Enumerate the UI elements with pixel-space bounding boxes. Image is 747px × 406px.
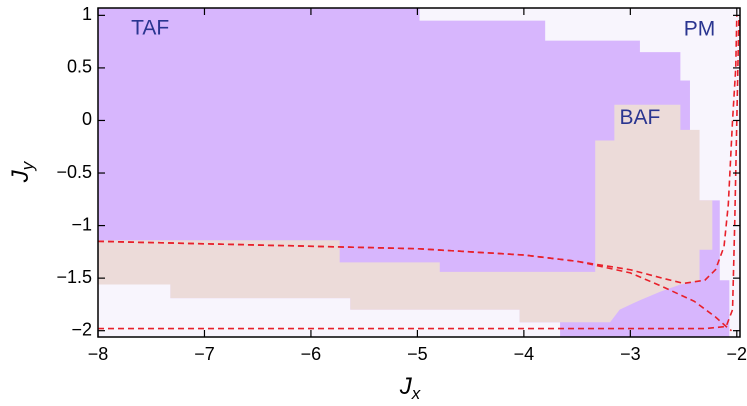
- y-tick-label: 0: [82, 109, 92, 129]
- y-tick-label: 0.5: [67, 57, 92, 77]
- y-tick-label: 1: [82, 4, 92, 24]
- boundary-line: [98, 15, 740, 330]
- y-tick-label: −2: [71, 319, 92, 339]
- x-axis-label: Jx: [399, 373, 421, 403]
- y-tick-label: −1: [71, 214, 92, 234]
- phase-label: PM: [684, 18, 716, 41]
- y-axis-label: Jy: [7, 160, 37, 183]
- y-tick-label: −1.5: [56, 267, 92, 287]
- x-tick-label: −6: [301, 344, 322, 364]
- x-label-sub: x: [411, 384, 421, 403]
- x-tick-label: −7: [194, 344, 215, 364]
- x-label-main: J: [399, 373, 413, 400]
- x-tick-label: −4: [514, 344, 535, 364]
- x-tick-label: −3: [620, 344, 641, 364]
- y-tick-label: −0.5: [56, 162, 92, 182]
- x-tick-label: −8: [88, 344, 109, 364]
- plot-area: [98, 8, 740, 337]
- phase-region: [98, 104, 713, 323]
- y-label-sub: y: [18, 160, 37, 171]
- phase-label: TAF: [131, 17, 169, 40]
- phase-label: BAF: [619, 106, 660, 129]
- x-tick-label: −5: [407, 344, 428, 364]
- x-tick-label: −2: [727, 344, 747, 364]
- y-label-main: J: [7, 169, 34, 183]
- boundary-line: [98, 240, 732, 332]
